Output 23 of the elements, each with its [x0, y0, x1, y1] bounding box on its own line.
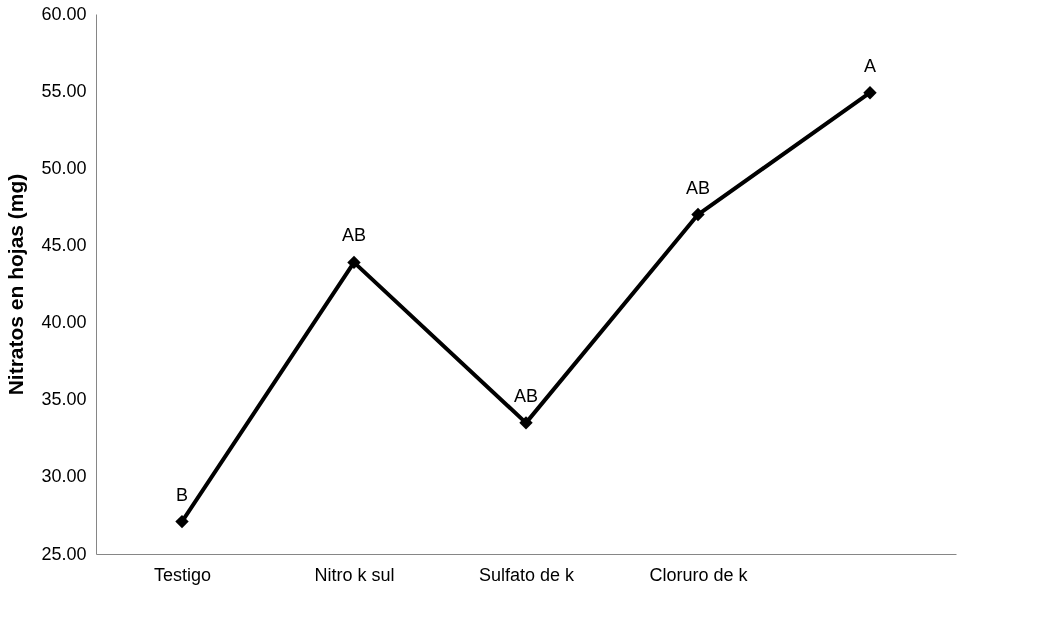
- y-tick-label: 35.00: [41, 389, 87, 410]
- y-tick-label: 45.00: [41, 234, 87, 255]
- data-label: AB: [513, 385, 539, 406]
- x-tick-label: Testigo: [153, 564, 212, 585]
- point: [519, 416, 533, 430]
- data-label: AB: [341, 225, 367, 246]
- point: [175, 514, 189, 529]
- data-label: B: [175, 484, 189, 505]
- x-tick-label: Cloruro de k: [649, 564, 749, 585]
- data-label: AB: [685, 177, 711, 198]
- data-label: A: [863, 55, 877, 76]
- point: [863, 85, 877, 100]
- y-tick-label: 60.00: [41, 3, 87, 24]
- point: [347, 255, 361, 270]
- y-tick-label: 50.00: [41, 157, 87, 178]
- y-tick-label: 55.00: [41, 80, 87, 101]
- point: [691, 207, 705, 222]
- y-axis-title: Nitratos en hojas (mg): [4, 173, 28, 396]
- x-tick-label: Nitro k sul: [314, 564, 395, 585]
- y-tick-label: 30.00: [41, 466, 87, 487]
- y-tick-label: 40.00: [41, 312, 87, 333]
- x-tick-label: Sulfato de k: [478, 564, 576, 585]
- y-tick-label: 25.00: [41, 543, 87, 564]
